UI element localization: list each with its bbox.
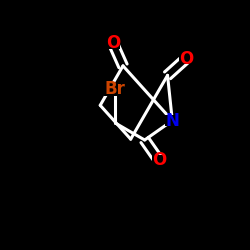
Bar <box>152 155 166 166</box>
Bar <box>106 38 120 49</box>
Text: O: O <box>106 34 120 52</box>
Text: O: O <box>179 50 193 68</box>
Bar <box>104 83 127 96</box>
Bar <box>179 53 193 64</box>
Bar <box>166 115 179 126</box>
Text: O: O <box>152 152 166 170</box>
Text: N: N <box>165 112 179 130</box>
Text: Br: Br <box>105 80 126 98</box>
